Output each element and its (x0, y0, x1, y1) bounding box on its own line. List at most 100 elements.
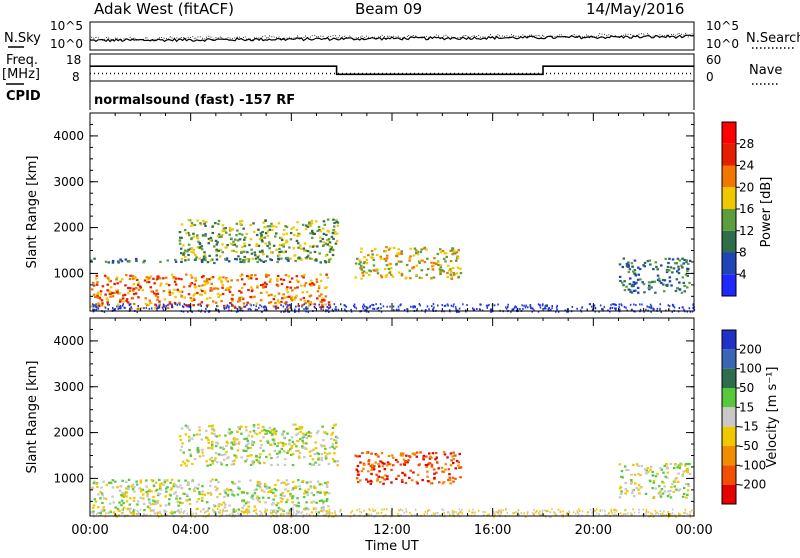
colorbar-tick-label: 50 (739, 381, 754, 395)
echo-cell (331, 426, 335, 430)
echo-cell (242, 504, 246, 507)
echo-cell (683, 308, 685, 311)
echo-cell (383, 462, 386, 465)
echo-cell (426, 268, 430, 271)
echo-cell (630, 291, 634, 294)
echo-cell (139, 481, 143, 484)
echo-cell (537, 512, 540, 515)
echo-cell (175, 494, 179, 498)
echo-cell (639, 308, 642, 311)
echo-cell (250, 248, 253, 251)
echo-cell (566, 512, 569, 514)
echo-cell (142, 497, 145, 500)
echo-cell (553, 511, 555, 514)
echo-cell (184, 304, 188, 307)
echo-cell (202, 255, 206, 258)
echo-cell (171, 304, 173, 307)
echo-cell (261, 496, 265, 499)
echo-cell (251, 288, 254, 291)
echo-cell (408, 476, 411, 479)
echo-cell (461, 508, 463, 511)
echo-cell (415, 451, 419, 454)
echo-cell (271, 229, 274, 232)
echo-cell (198, 433, 201, 436)
echo-cell (286, 309, 289, 311)
echo-cell (498, 509, 500, 512)
echo-cell (273, 431, 276, 434)
echo-cell (659, 303, 661, 306)
echo-cell (239, 274, 242, 278)
echo-cell (420, 276, 424, 280)
echo-cell (374, 248, 377, 251)
echo-cell (190, 237, 194, 240)
echo-cell (322, 241, 325, 244)
echo-cell (517, 511, 519, 514)
echo-cell (278, 244, 282, 247)
echo-cell (452, 305, 454, 308)
echo-cell (268, 243, 271, 246)
echo-cell (676, 287, 679, 290)
echo-cell (365, 271, 368, 274)
echo-cell (115, 278, 118, 281)
echo-cell (182, 244, 185, 247)
echo-cell (116, 289, 119, 292)
echo-cell (150, 290, 153, 293)
echo-cell (255, 244, 258, 247)
echo-cell (132, 287, 135, 290)
echo-cell (645, 471, 648, 474)
echo-cell (265, 455, 268, 458)
echo-cell (455, 307, 457, 310)
echo-cell (651, 513, 654, 515)
echo-cell (272, 298, 276, 301)
echo-cell (684, 483, 688, 486)
echo-cell (105, 512, 107, 515)
echo-cell (324, 447, 327, 450)
echo-cell (646, 260, 650, 263)
echo-cell (309, 435, 313, 438)
echo-cell (397, 271, 401, 274)
echo-cell (209, 491, 212, 494)
echo-cell (371, 463, 374, 466)
echo-cell (626, 489, 629, 493)
echo-cell (629, 290, 632, 293)
echo-cell (177, 486, 180, 489)
echo-cell (661, 512, 664, 515)
echo-cell (165, 490, 168, 493)
echo-cell (206, 464, 209, 467)
echo-cell (335, 306, 337, 309)
echo-cell (121, 479, 124, 482)
echo-cell (618, 496, 622, 499)
echo-cell (295, 275, 299, 278)
echo-cell (120, 260, 124, 263)
echo-cell (183, 510, 186, 513)
echo-cell (210, 443, 214, 446)
echo-cell (680, 463, 683, 466)
echo-cell (264, 219, 267, 222)
echo-cell (118, 489, 122, 492)
echo-cell (321, 425, 324, 428)
echo-cell (195, 256, 198, 259)
echo-cell (272, 514, 274, 517)
echo-cell (228, 305, 230, 308)
echo-cell (377, 475, 380, 478)
echo-cell (479, 303, 481, 306)
echo-cell (271, 438, 275, 441)
echo-cell (648, 284, 651, 287)
echo-cell (422, 458, 425, 461)
echo-cell (229, 488, 233, 491)
echo-cell (240, 296, 244, 299)
echo-cell (523, 304, 525, 307)
echo-cell (213, 245, 216, 248)
echo-cell (135, 480, 138, 483)
echo-cell (299, 247, 303, 250)
echo-cell (239, 260, 242, 264)
echo-cell (325, 485, 329, 488)
echo-cell (209, 484, 212, 487)
echo-cell (191, 437, 194, 440)
echo-cell (437, 512, 439, 515)
echo-cell (362, 305, 364, 308)
echo-cell (685, 259, 688, 262)
echo-cell (249, 511, 251, 514)
echo-cell (333, 460, 337, 463)
echo-cell (400, 274, 404, 277)
